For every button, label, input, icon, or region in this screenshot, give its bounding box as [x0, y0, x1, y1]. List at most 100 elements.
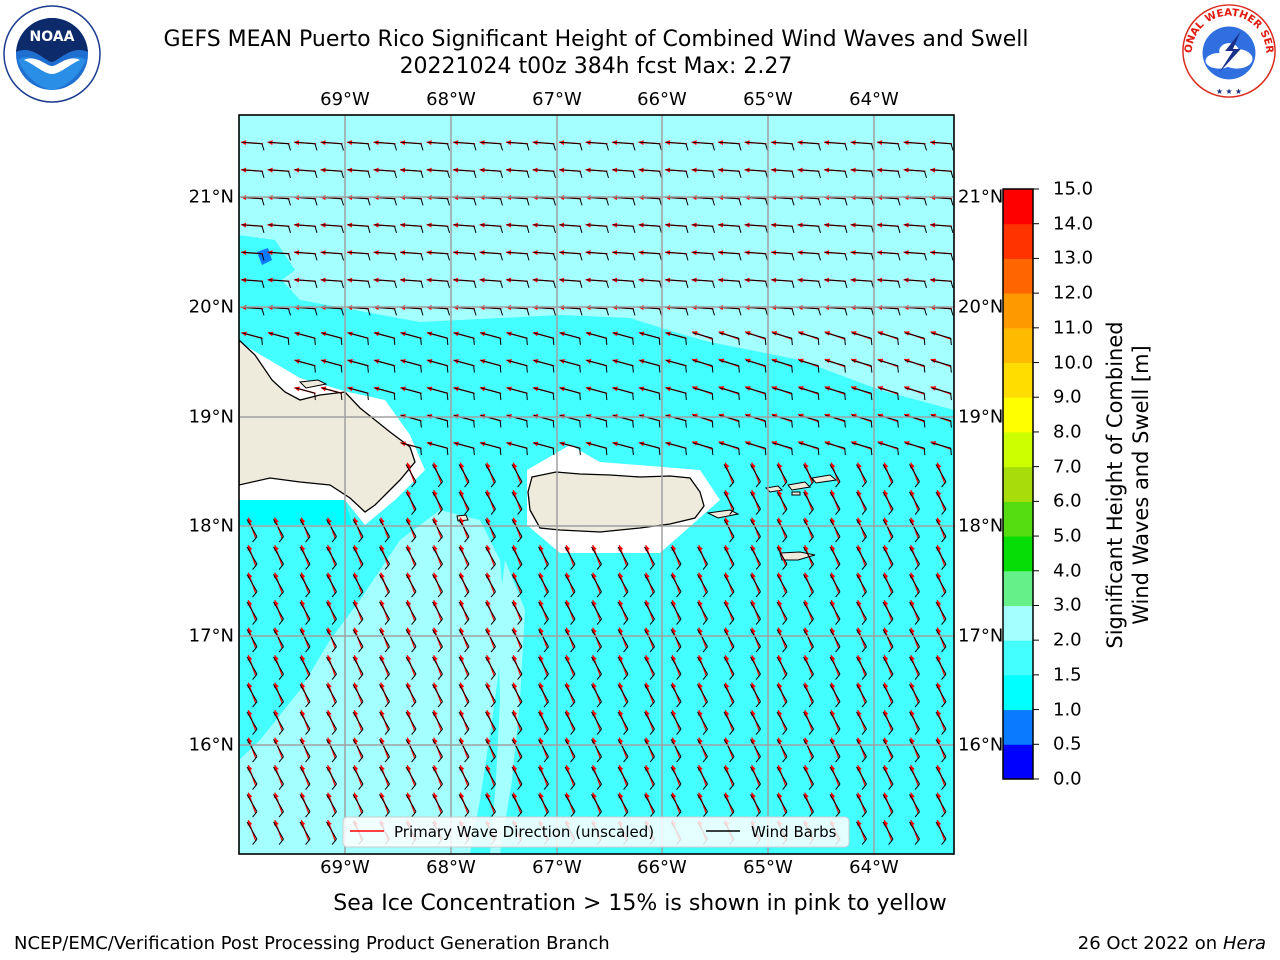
wind-barb — [617, 766, 629, 790]
wind-barb — [511, 601, 523, 625]
wind-barb — [644, 601, 655, 625]
wind-barb — [485, 794, 496, 818]
wind-barb — [909, 629, 920, 653]
wind-barb — [697, 794, 708, 818]
island-saint-croix — [779, 551, 816, 561]
wind-barb — [586, 224, 609, 234]
wind-barb — [591, 601, 602, 625]
colorbar-tick-label: 6.0 — [1053, 490, 1082, 512]
sea-ice-note: Sea Ice Concentration > 15% is shown in … — [333, 891, 947, 916]
wind-barb — [273, 601, 284, 625]
wind-barb — [559, 279, 583, 289]
wind-barb — [432, 629, 443, 653]
wind-barb — [935, 684, 947, 708]
wind-barb — [348, 359, 369, 373]
island-mona — [456, 514, 469, 522]
wind-barb — [829, 491, 841, 515]
wind-barb — [246, 766, 258, 790]
wind-barb — [453, 251, 477, 261]
wind-barb — [851, 332, 873, 346]
chart-subtitle: 20221024 t00z 384h fcst Max: 2.27 — [399, 54, 793, 79]
wind-barb — [851, 169, 874, 179]
wind-barb — [533, 224, 556, 234]
wind-barb — [294, 251, 318, 261]
wind-barb — [294, 279, 318, 289]
wind-barb — [374, 224, 397, 234]
wind-barb — [904, 387, 926, 401]
wind-barb — [617, 574, 629, 598]
wind-barb — [909, 821, 920, 845]
wind-barb — [670, 766, 682, 790]
wind-barb — [564, 656, 576, 680]
wind-barb — [405, 546, 417, 570]
wind-barb — [246, 684, 258, 708]
wind-barb — [723, 546, 735, 570]
legend-label-wave-direction: Primary Wave Direction (unscaled) — [394, 823, 654, 841]
wind-barb — [242, 332, 263, 346]
wind-barb — [485, 546, 496, 570]
wind-barb — [639, 141, 662, 151]
colorbar-segment — [1003, 293, 1033, 329]
wind-barb — [878, 442, 899, 456]
wind-barb — [453, 169, 477, 179]
wind-barb — [803, 739, 814, 763]
wind-barb — [909, 711, 920, 735]
wind-barb — [856, 656, 867, 680]
wind-barb — [639, 169, 662, 179]
wind-barb — [401, 442, 422, 456]
wind-barb — [909, 574, 920, 598]
wind-barb — [882, 574, 894, 598]
wind-barb — [480, 224, 503, 234]
wind-barb — [564, 601, 576, 625]
wind-barb — [511, 491, 523, 515]
wind-barb — [909, 794, 920, 818]
wind-barb — [591, 794, 602, 818]
wind-barb — [458, 491, 470, 515]
wind-barb — [692, 359, 714, 373]
wind-barb — [750, 464, 761, 488]
wind-barb — [348, 387, 369, 401]
wind-barb — [877, 141, 901, 151]
wind-barb — [904, 279, 927, 289]
wind-barb — [904, 141, 927, 151]
colorbar-tick-label: 2.0 — [1053, 629, 1082, 651]
wind-barb — [458, 601, 470, 625]
colorbar-segment — [1003, 258, 1033, 294]
wind-barb — [644, 684, 655, 708]
colorbar-segment — [1003, 605, 1033, 641]
wind-barb — [612, 141, 636, 151]
wind-barb — [882, 629, 894, 653]
wind-barb — [644, 546, 655, 570]
wind-barb — [882, 491, 894, 515]
lat-label-right: 18°N — [958, 515, 1004, 537]
wind-barb — [798, 387, 820, 401]
colorbar-tick-label: 7.0 — [1053, 456, 1082, 478]
wind-barbs — [241, 141, 954, 845]
wind-barb — [299, 601, 311, 625]
wind-barb — [347, 169, 371, 179]
wind-barb — [294, 141, 318, 151]
wind-barb — [246, 546, 258, 570]
wind-barb — [432, 574, 443, 598]
wind-barb — [750, 574, 761, 598]
wind-barb — [326, 546, 337, 570]
wind-barb — [692, 224, 715, 234]
wind-barb — [930, 141, 954, 151]
wind-barb — [692, 279, 715, 289]
wind-barb — [538, 656, 549, 680]
wind-barb — [458, 546, 470, 570]
wind-barb — [697, 574, 708, 598]
wind-barb — [352, 546, 364, 570]
wind-barb — [533, 251, 556, 261]
wind-barb — [692, 387, 714, 401]
wind-barb — [485, 519, 496, 543]
islands-virgin — [764, 474, 838, 496]
wind-barb — [644, 766, 655, 790]
wind-barb — [246, 574, 258, 598]
wind-barb — [856, 766, 867, 790]
wind-barb — [299, 794, 311, 818]
wind-barb — [564, 629, 576, 653]
wind-barb — [485, 739, 496, 763]
colorbar-tick-label: 10.0 — [1053, 352, 1094, 374]
wind-barb — [485, 464, 496, 488]
